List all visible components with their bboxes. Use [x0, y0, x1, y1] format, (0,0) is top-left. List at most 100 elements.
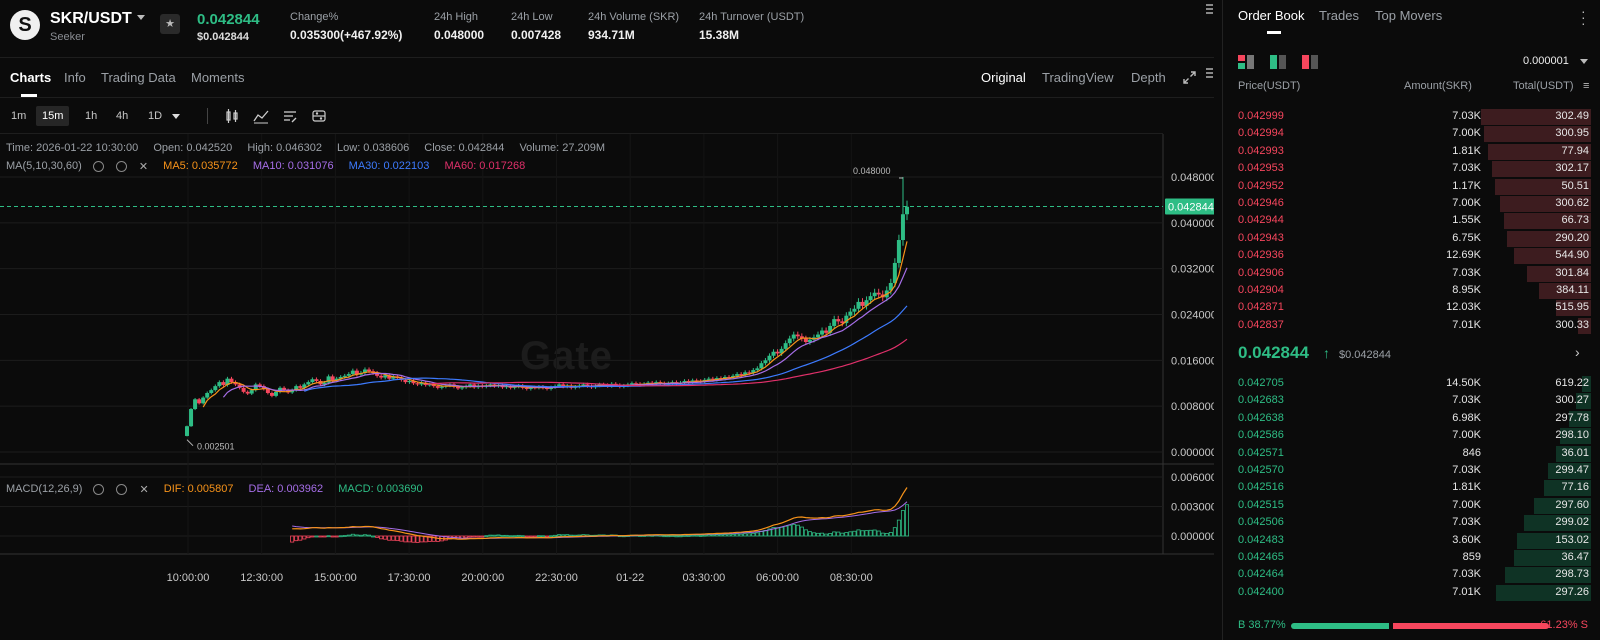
chart-area[interactable]: Gate 0.048000 0.040000 0.032000 0.024000 0.0… [0, 134, 1214, 608]
order-price: 0.042944 [1238, 214, 1284, 227]
candle-type-icon[interactable] [224, 108, 240, 124]
chart-settings-icon[interactable] [311, 108, 327, 124]
header-menu-icon[interactable] [1206, 4, 1214, 16]
macd-bar [496, 534, 501, 537]
ask-row[interactable]: 0.042953 7.03K 302.17 [1223, 160, 1600, 178]
ask-row[interactable]: 0.042944 1.55K 66.73 [1223, 212, 1600, 230]
time-axis-label: 08:30:00 [830, 572, 873, 584]
order-amount: 846 [1462, 446, 1481, 459]
bid-row[interactable]: 0.042586 7.00K 298.10 [1223, 427, 1600, 445]
macd-bar [727, 534, 732, 537]
ask-row[interactable]: 0.042952 1.17K 50.51 [1223, 178, 1600, 195]
macd-bar [334, 535, 339, 538]
depth-bar [1504, 213, 1591, 230]
ask-row[interactable]: 0.042837 7.01K 300.33 [1223, 317, 1600, 334]
candlestick-chart[interactable]: 0.048000 0.040000 0.032000 0.024000 0.016000… [0, 134, 1214, 608]
candle-body [427, 384, 432, 386]
candle-body [253, 384, 258, 391]
interval-1d-dropdown[interactable]: 1D [142, 106, 186, 126]
indicator-icon[interactable] [253, 108, 269, 124]
tab-trades[interactable]: Trades [1319, 8, 1359, 23]
candle-body [185, 426, 189, 436]
order-amount: 6.98K [1452, 411, 1481, 424]
candle-body [791, 334, 796, 339]
bid-row[interactable]: 0.042516 1.81K 77.16 [1223, 479, 1600, 497]
watermark-logo: Gate [520, 334, 613, 378]
interval-1h[interactable]: 1h [85, 110, 98, 122]
tab-trading-data[interactable]: Trading Data [101, 70, 176, 85]
macd-bar [468, 535, 473, 538]
close-icon[interactable]: ✕ [139, 484, 149, 496]
fullscreen-icon[interactable] [1183, 71, 1196, 84]
favorite-star-icon[interactable]: ★ [160, 14, 180, 34]
settings-icon[interactable] [116, 484, 128, 495]
book-bids-only-icon[interactable] [1270, 55, 1286, 69]
draw-tools-icon[interactable] [282, 108, 298, 124]
ask-row[interactable]: 0.042994 7.00K 300.95 [1223, 125, 1600, 143]
ask-row[interactable]: 0.042993 1.81K 77.94 [1223, 143, 1600, 160]
order-amount: 1.81K [1452, 481, 1481, 494]
bid-row[interactable]: 0.042506 7.03K 299.02 [1223, 514, 1600, 532]
ask-row[interactable]: 0.042936 12.69K 544.90 [1223, 247, 1600, 265]
chart-menu-icon[interactable] [1206, 68, 1214, 80]
bid-row[interactable]: 0.042638 6.98K 297.78 [1223, 410, 1600, 427]
pair-name[interactable]: SKR/USDT [50, 10, 132, 27]
eye-icon[interactable] [93, 484, 105, 495]
bid-row[interactable]: 0.042465 859 36.47 [1223, 549, 1600, 566]
macd-bar [860, 530, 865, 537]
ask-row[interactable]: 0.042946 7.00K 300.62 [1223, 195, 1600, 212]
bid-row[interactable]: 0.042705 14.50K 619.22 [1223, 375, 1600, 392]
bid-row[interactable]: 0.042683 7.03K 300.27 [1223, 392, 1600, 410]
order-total: 50.51 [1561, 179, 1589, 192]
bid-row[interactable]: 0.042464 7.03K 298.73 [1223, 566, 1600, 584]
ask-row[interactable]: 0.042906 7.03K 301.84 [1223, 265, 1600, 282]
macd-bar [508, 535, 513, 538]
eye-icon[interactable] [92, 161, 104, 172]
min-pointer [186, 439, 194, 447]
macd-bar [662, 535, 667, 538]
tab-moments[interactable]: Moments [191, 70, 245, 85]
ask-row[interactable]: 0.042904 8.95K 384.11 [1223, 282, 1600, 299]
settings-icon[interactable] [115, 161, 127, 172]
tab-info[interactable]: Info [64, 70, 86, 85]
ask-row[interactable]: 0.042999 7.03K 302.49 [1223, 108, 1600, 125]
bid-row[interactable]: 0.042570 7.03K 299.47 [1223, 462, 1600, 479]
chevron-right-icon[interactable]: › [1575, 344, 1580, 360]
order-price: 0.042683 [1238, 394, 1284, 407]
interval-15m[interactable]: 15m [36, 106, 70, 126]
more-options-icon[interactable]: · · · [1581, 3, 1586, 31]
book-both-sides-icon[interactable] [1238, 55, 1254, 69]
view-original[interactable]: Original [981, 70, 1026, 85]
bid-row[interactable]: 0.042483 3.60K 153.02 [1223, 532, 1600, 549]
ma-legend-row: MA(5,10,30,60) ✕ MA5: 0.035772 MA10: 0.0… [6, 160, 537, 173]
view-depth[interactable]: Depth [1131, 70, 1166, 85]
precision-select[interactable]: 0.000001 [1523, 55, 1588, 67]
interval-4h[interactable]: 4h [116, 110, 129, 122]
tab-order-book[interactable]: Order Book [1238, 8, 1305, 23]
book-asks-only-icon[interactable] [1302, 55, 1318, 69]
bid-row[interactable]: 0.042515 7.00K 297.60 [1223, 497, 1600, 514]
order-total: 619.22 [1555, 377, 1589, 389]
ask-row[interactable]: 0.042943 6.75K 290.20 [1223, 230, 1600, 247]
close-icon[interactable]: ✕ [138, 161, 149, 173]
interval-1m[interactable]: 1m [11, 110, 27, 122]
macd-bar [884, 533, 889, 537]
order-price: 0.042400 [1238, 585, 1284, 598]
total-toggle-icon[interactable]: ≡ [1583, 80, 1590, 92]
macd-bar [690, 534, 695, 537]
chevron-down-icon [172, 113, 181, 119]
col-amount-header: Amount(SKR) [1404, 80, 1472, 92]
ask-row[interactable]: 0.042871 12.03K 515.95 [1223, 299, 1600, 317]
order-price: 0.042946 [1238, 197, 1284, 209]
bid-row[interactable]: 0.042571 846 36.01 [1223, 445, 1600, 462]
depth-bar [1523, 515, 1591, 532]
view-tradingview[interactable]: TradingView [1042, 70, 1114, 85]
order-total: 298.10 [1555, 429, 1589, 442]
pair-dropdown-icon[interactable] [137, 15, 145, 20]
macd-bar [358, 534, 363, 537]
order-price: 0.042638 [1238, 411, 1284, 424]
bid-row[interactable]: 0.042400 7.01K 297.26 [1223, 584, 1600, 601]
macd-bar [379, 535, 384, 540]
tab-top-movers[interactable]: Top Movers [1375, 8, 1443, 23]
tab-charts[interactable]: Charts [10, 70, 52, 85]
